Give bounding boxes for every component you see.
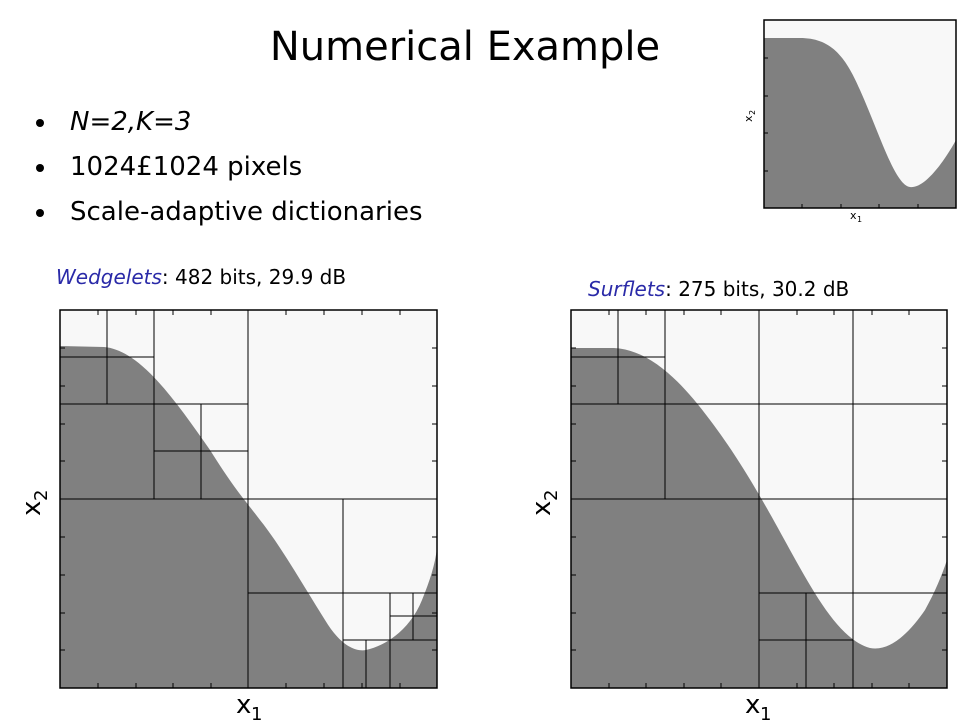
wedgelets-ylabel-group: x 2	[17, 490, 52, 516]
surflets-stats: : 275 bits, 30.2 dB	[665, 277, 850, 301]
wedgelets-stats: : 482 bits, 29.9 dB	[161, 265, 347, 289]
wedgelets-panel: x 1 x 2	[17, 309, 438, 720]
surflets-caption: Surflets: 275 bits, 30.2 dB	[588, 277, 849, 301]
bullet-item: 1024£1024 pixels	[36, 145, 423, 190]
bullet-item: Scale-adaptive dictionaries	[36, 190, 423, 235]
bullet-text: Scale-adaptive dictionaries	[70, 197, 423, 227]
surflets-ylabel: x	[527, 501, 557, 516]
surflets-panel: x 1 x 2	[527, 309, 948, 720]
inset-xlabel-sub: 1	[857, 215, 862, 224]
wedgelets-caption: Wedgelets: 482 bits, 29.9 dB	[56, 265, 346, 289]
wedgelets-xlabel: x	[236, 690, 251, 720]
surflets-ylabel-group: x 2	[527, 490, 562, 516]
wedgelets-ticks	[60, 310, 437, 688]
surflets-grid	[571, 310, 947, 688]
bullet-dot	[36, 119, 44, 127]
inset-plot: x 1 x 2	[742, 19, 957, 224]
surflets-frame	[570, 309, 948, 689]
wedgelets-grid	[60, 310, 437, 688]
surflets-xlabel-sub: 1	[760, 704, 771, 720]
surflets-xlabel: x	[745, 690, 760, 720]
inset-ylabel-group: x 2	[742, 110, 757, 122]
surflets-label: Surflets	[588, 277, 666, 301]
bullet-list: N=2,K=3 1024£1024 pixels Scale-adaptive …	[36, 100, 423, 235]
wedgelets-label: Wedgelets	[56, 265, 162, 289]
wedgelets-ylabel: x	[17, 501, 47, 516]
bullet-dot	[36, 164, 44, 172]
surflets-ticks	[571, 310, 947, 688]
wedgelets-xlabel-sub: 1	[251, 704, 262, 720]
inset-frame	[763, 19, 957, 209]
bullet-text: 1024£1024 pixels	[70, 152, 303, 182]
inset-ylabel: x	[742, 115, 755, 122]
bullet-item: N=2,K=3	[36, 100, 423, 145]
inset-xlabel: x	[850, 209, 857, 222]
inset-region	[764, 38, 956, 208]
wedgelets-ylabel-sub: 2	[31, 490, 52, 501]
inset-ticks	[764, 57, 919, 208]
surflets-ylabel-sub: 2	[541, 490, 562, 501]
page-title: Numerical Example	[269, 24, 661, 70]
inset-ylabel-sub: 2	[748, 110, 757, 115]
wedgelets-frame	[59, 309, 438, 689]
bullet-text: N=2,K=3	[70, 107, 192, 137]
bullet-dot	[36, 209, 44, 217]
